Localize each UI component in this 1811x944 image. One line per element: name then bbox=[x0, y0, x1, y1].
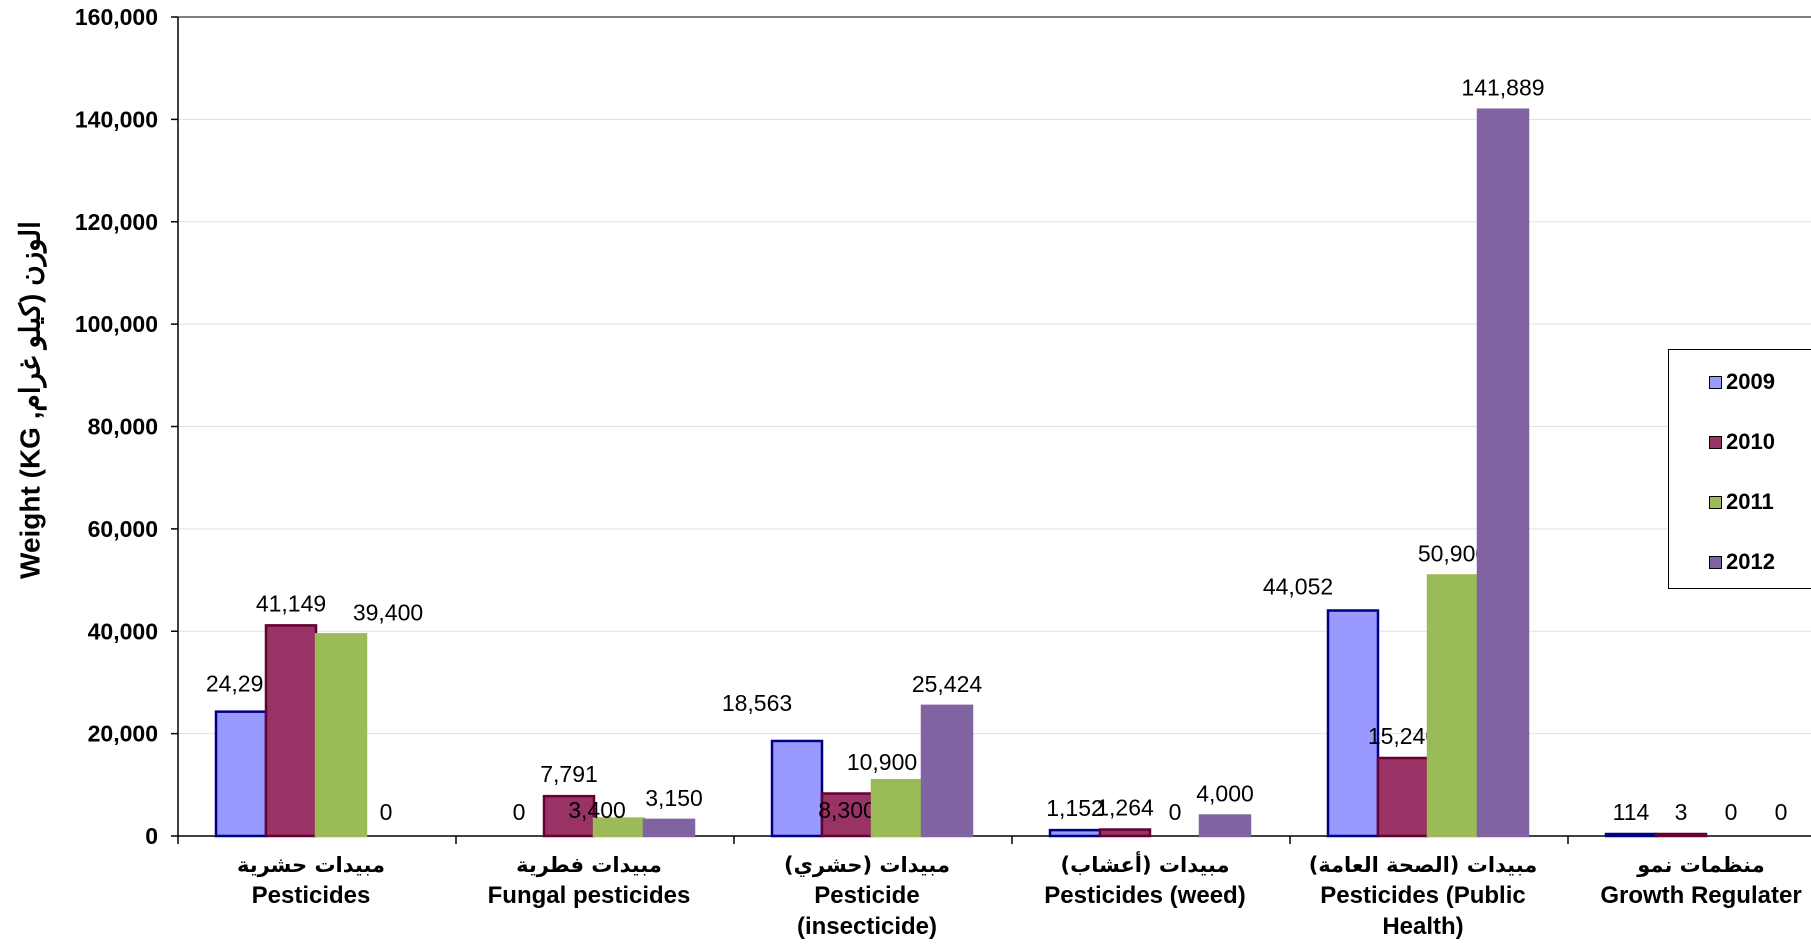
bar-2010 bbox=[1654, 832, 1708, 838]
category-label-english: Pesticide bbox=[814, 882, 919, 909]
bar-2012 bbox=[642, 818, 696, 838]
data-label: 18,563 bbox=[722, 690, 792, 716]
category-label-arabic: مبيدات حشرية bbox=[237, 853, 385, 877]
data-label: 3,150 bbox=[645, 785, 703, 811]
legend-item-2011: 2011 bbox=[1709, 489, 1774, 514]
bar-2011 bbox=[870, 778, 924, 838]
y-axis-label: Weight (KG ,الوزن (كيلو غرام bbox=[14, 221, 46, 579]
data-label: 0 bbox=[1169, 799, 1182, 825]
category-label-english: Growth Regulater bbox=[1600, 882, 1801, 909]
bar-2012 bbox=[920, 704, 974, 838]
y-tick-label: 20,000 bbox=[88, 721, 158, 747]
data-label: 4,000 bbox=[1196, 781, 1254, 807]
legend-swatch-2011 bbox=[1709, 495, 1722, 509]
bar-2012 bbox=[1198, 814, 1252, 838]
bar-2012 bbox=[1476, 108, 1530, 838]
y-tick-label: 60,000 bbox=[88, 516, 158, 542]
bar-2010 bbox=[542, 794, 596, 838]
category-label-arabic: مبيدات (الصحة العامة) bbox=[1309, 853, 1538, 877]
data-label: 3 bbox=[1675, 799, 1688, 825]
data-label: 114 bbox=[1613, 799, 1650, 825]
category-label-arabic: منظمات نمو bbox=[1636, 853, 1765, 877]
legend-swatch-2012 bbox=[1709, 555, 1722, 569]
data-label: 141,889 bbox=[1461, 75, 1544, 101]
category-label-arabic: مبيدات (أعشاب) bbox=[1061, 850, 1230, 877]
y-axis-label-wrap: Weight (KG ,الوزن (كيلو غرام bbox=[0, 0, 60, 939]
bar-2009 bbox=[1326, 609, 1380, 838]
legend-label-2009: 2009 bbox=[1726, 369, 1775, 394]
bar-2009 bbox=[770, 739, 824, 838]
data-label: 39,400 bbox=[353, 599, 423, 625]
data-label: 25,424 bbox=[912, 671, 983, 697]
legend-swatch-2010 bbox=[1709, 435, 1722, 449]
data-label: 50,900 bbox=[1418, 540, 1488, 566]
legend-swatch-2009 bbox=[1709, 375, 1722, 389]
data-label: 15,240 bbox=[1368, 723, 1438, 749]
data-label: 44,052 bbox=[1263, 574, 1333, 600]
category-label-arabic: مبيدات فطرية bbox=[516, 853, 662, 877]
data-label: 0 bbox=[1725, 799, 1738, 825]
category-label-english: Pesticides bbox=[252, 882, 371, 909]
legend-label-2012: 2012 bbox=[1726, 549, 1775, 574]
legend-item-2009: 2009 bbox=[1709, 369, 1775, 394]
data-label: 7,791 bbox=[540, 761, 598, 787]
category-label-english: Fungal pesticides bbox=[488, 882, 691, 909]
legend-label-2011: 2011 bbox=[1726, 489, 1774, 514]
y-tick-label: 100,000 bbox=[75, 311, 158, 337]
data-label: 10,900 bbox=[847, 749, 917, 775]
y-tick-label: 120,000 bbox=[75, 209, 158, 235]
data-label: 0 bbox=[513, 799, 526, 825]
category-label-english: Pesticides (weed) bbox=[1044, 882, 1245, 909]
data-label: 3,400 bbox=[568, 797, 626, 823]
legend-item-2010: 2010 bbox=[1709, 429, 1775, 454]
bar-2009 bbox=[1604, 832, 1658, 838]
y-tick-label: 40,000 bbox=[88, 618, 158, 644]
data-label: 1,152 bbox=[1046, 795, 1104, 821]
legend-item-2012: 2012 bbox=[1709, 549, 1775, 574]
bar-2010 bbox=[1376, 756, 1430, 838]
bar-2009 bbox=[1048, 828, 1102, 838]
y-tick-label: 0 bbox=[145, 823, 158, 849]
bar-2009 bbox=[214, 710, 268, 838]
bar-2011 bbox=[314, 633, 368, 838]
data-label: 0 bbox=[1775, 799, 1788, 825]
legend: 2009 2010 2011 2012 bbox=[1668, 349, 1811, 589]
bar-2010 bbox=[820, 792, 874, 838]
category-label-english: Pesticides (Public bbox=[1320, 882, 1525, 909]
data-label: 41,149 bbox=[256, 590, 326, 616]
bar-2010 bbox=[264, 624, 318, 838]
y-tick-label: 160,000 bbox=[75, 4, 158, 30]
category-label-english: Health) bbox=[1382, 913, 1463, 939]
data-label: 1,264 bbox=[1096, 795, 1154, 821]
category-label-english: (insecticide) bbox=[797, 913, 937, 939]
category-label-arabic: مبيدات (حشري) bbox=[784, 853, 950, 878]
data-label: 8,300 bbox=[818, 797, 876, 823]
bar-2011 bbox=[1426, 574, 1480, 838]
legend-label-2010: 2010 bbox=[1726, 429, 1775, 454]
y-tick-label: 80,000 bbox=[88, 414, 158, 440]
bar-2010 bbox=[1098, 828, 1152, 838]
data-label: 24,291 bbox=[206, 671, 276, 697]
y-tick-label: 140,000 bbox=[75, 106, 158, 132]
data-label: 0 bbox=[380, 799, 393, 825]
